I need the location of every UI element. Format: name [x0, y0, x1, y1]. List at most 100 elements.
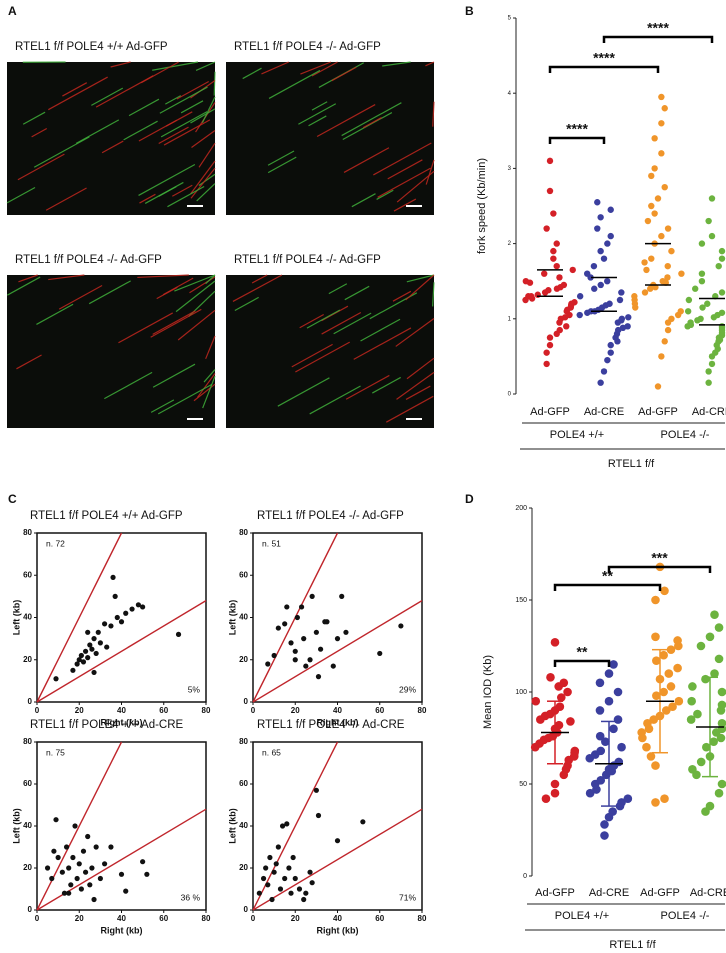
data-point — [660, 794, 669, 804]
data-point — [298, 604, 305, 610]
data-point — [66, 890, 72, 896]
fiber — [387, 159, 423, 180]
data-point — [553, 262, 560, 270]
data-point — [710, 610, 719, 620]
y-tick-label: 40 — [23, 613, 32, 622]
data-point — [651, 798, 660, 807]
fiber — [353, 327, 412, 360]
data-point — [55, 854, 61, 861]
data-point — [596, 776, 606, 785]
data-point — [313, 787, 319, 793]
fiber — [158, 126, 189, 145]
data-point — [631, 293, 638, 300]
data-point — [613, 715, 623, 724]
chart-title: RTEL1 f/f POLE4 -/- Ad-CRE — [257, 719, 405, 731]
data-point — [82, 869, 89, 875]
data-point — [275, 625, 281, 631]
data-point — [705, 368, 712, 375]
data-point — [129, 606, 135, 612]
data-point — [659, 278, 666, 285]
data-point — [661, 706, 671, 715]
fiber — [110, 61, 131, 68]
data-point — [607, 232, 614, 240]
data-point — [649, 715, 659, 724]
fiber — [291, 343, 333, 368]
data-point — [651, 761, 660, 770]
y-tick-label: 80 — [239, 528, 248, 537]
data-point — [277, 886, 284, 892]
fiber — [196, 183, 216, 202]
n-label: n. 65 — [262, 747, 281, 757]
fiber — [152, 363, 196, 388]
fiber — [140, 61, 179, 84]
data-point — [625, 314, 632, 321]
data-point — [585, 788, 595, 798]
y-axis-label: fork speed (Kb/min) — [476, 158, 488, 254]
fiber — [152, 61, 199, 71]
data-point — [696, 757, 706, 767]
data-point — [279, 823, 286, 829]
group-label: POLE4 -/- — [661, 910, 710, 922]
fiber — [31, 128, 48, 138]
fiber — [91, 87, 124, 106]
data-point — [613, 687, 623, 697]
fiber — [382, 61, 411, 67]
data-point — [708, 232, 716, 240]
data-point — [604, 278, 611, 285]
data-point — [531, 696, 541, 706]
data-point — [123, 610, 129, 616]
data-point — [80, 848, 87, 854]
fiber — [123, 120, 158, 141]
data-point — [271, 652, 277, 659]
x-tick-label: 20 — [291, 914, 300, 923]
data-point — [78, 886, 84, 892]
y-tick-label: 20 — [23, 655, 32, 664]
fiber — [48, 274, 85, 281]
data-point — [643, 266, 650, 274]
data-point — [76, 657, 82, 663]
fiber — [160, 111, 208, 138]
x-tick-label: Ad-CRE — [692, 406, 726, 418]
data-point — [654, 195, 662, 202]
y-axis-label: Left (kb) — [227, 808, 237, 844]
data-point — [140, 604, 146, 610]
data-point — [607, 206, 614, 213]
data-point — [708, 360, 716, 368]
data-point — [701, 674, 710, 684]
data-point — [135, 602, 141, 608]
data-point — [597, 281, 604, 289]
fiber — [156, 286, 178, 300]
data-point — [697, 315, 704, 322]
data-point — [522, 278, 530, 285]
data-point — [123, 888, 129, 894]
data-point — [556, 693, 566, 702]
data-point — [543, 349, 550, 356]
data-point — [576, 311, 583, 319]
data-point — [601, 737, 610, 746]
group-label: POLE4 -/- — [661, 429, 710, 441]
fiber — [300, 61, 332, 75]
data-point — [648, 172, 655, 180]
x-tick-label: 40 — [333, 914, 342, 923]
y-tick-label: 2 — [508, 241, 512, 247]
x-tick-label: 80 — [418, 706, 427, 715]
data-point — [74, 661, 80, 667]
fiber — [6, 186, 36, 204]
fiber — [392, 290, 412, 302]
data-point — [686, 715, 696, 724]
fiber — [267, 156, 297, 174]
significance-bracket — [548, 136, 606, 144]
data-point — [607, 341, 614, 349]
data-point — [678, 270, 685, 277]
data-point — [51, 848, 57, 854]
data-point — [718, 255, 726, 262]
data-point — [688, 682, 697, 691]
data-point — [315, 674, 322, 680]
n-label: n. 72 — [46, 538, 65, 548]
fiber — [118, 312, 173, 344]
data-point — [553, 240, 560, 247]
data-point — [617, 742, 626, 752]
data-point — [604, 696, 614, 706]
significance-bracket — [548, 65, 660, 73]
data-point — [97, 640, 103, 646]
